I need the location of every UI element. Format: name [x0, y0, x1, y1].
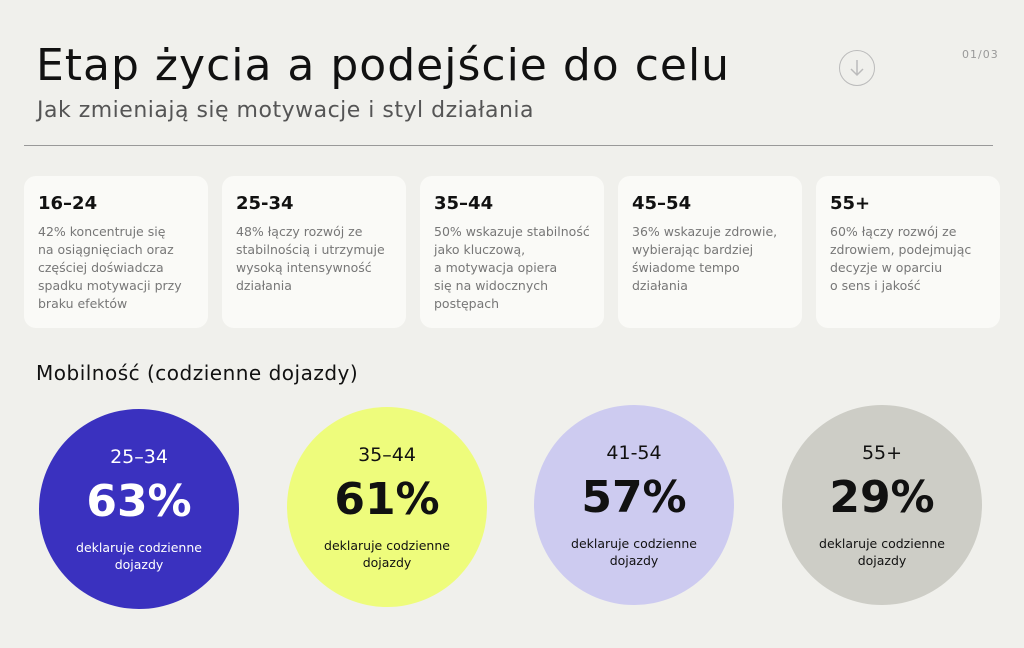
- age-card: 45–54 36% wskazuje zdrowie, wybierając ba…: [618, 176, 802, 328]
- card-age: 25-34: [236, 193, 294, 214]
- age-card: 35–44 50% wskazuje stabilność jako kluczo…: [420, 176, 604, 328]
- age-cards: 16–24 42% koncentruje się na osiągnięciac…: [24, 176, 1000, 328]
- circle-age: 55+: [861, 442, 903, 464]
- circle-desc: deklaruje codzienne dojazdy: [819, 536, 945, 568]
- page-indicator: 01/03: [962, 48, 999, 61]
- circle-desc: deklaruje codzienne dojazdy: [324, 538, 450, 570]
- circle-value: 57%: [581, 472, 687, 523]
- divider: [24, 145, 993, 146]
- circle-value: 63%: [86, 476, 192, 527]
- age-card: 16–24 42% koncentruje się na osiągnięciac…: [24, 176, 208, 328]
- page-subtitle: Jak zmieniają się motywacje i styl dział…: [37, 98, 534, 123]
- card-age: 45–54: [632, 193, 692, 214]
- circle-value: 61%: [334, 474, 440, 525]
- age-card: 55+ 60% łączy rozwój ze zdrowiem, podejmu…: [816, 176, 1000, 328]
- download-button[interactable]: [839, 50, 875, 86]
- circle-desc: deklaruje codzienne dojazdy: [571, 536, 697, 568]
- circle-value: 29%: [829, 472, 935, 523]
- mobility-title: Mobilność (codzienne dojazdy): [36, 361, 359, 385]
- card-text: 36% wskazuje zdrowie, wybierając bardzie…: [632, 224, 778, 293]
- card-age: 55+: [830, 193, 871, 214]
- card-text: 42% koncentruje się na osiągnięciach ora…: [38, 224, 182, 311]
- page-title: Etap życia a podejście do celu: [36, 40, 731, 91]
- mobility-circle: 55+ 29% deklaruje codzienne dojazdy: [782, 405, 982, 605]
- circle-age: 25–34: [110, 446, 168, 468]
- card-text: 50% wskazuje stabilność jako kluczową, a…: [434, 224, 590, 311]
- circle-age: 41-54: [606, 442, 662, 464]
- mobility-circle: 25–34 63% deklaruje codzienne dojazdy: [39, 409, 239, 609]
- circle-age: 35–44: [358, 444, 416, 466]
- mobility-circle: 35–44 61% deklaruje codzienne dojazdy: [287, 407, 487, 607]
- age-card: 25-34 48% łączy rozwój ze stabilnością i …: [222, 176, 406, 328]
- card-text: 48% łączy rozwój ze stabilnością i utrzy…: [236, 224, 385, 293]
- arrow-down-circle-icon: [850, 60, 864, 77]
- card-text: 60% łączy rozwój ze zdrowiem, podejmując…: [830, 224, 972, 293]
- card-age: 35–44: [434, 193, 494, 214]
- mobility-circle: 41-54 57% deklaruje codzienne dojazdy: [534, 405, 734, 605]
- card-age: 16–24: [38, 193, 98, 214]
- circle-desc: deklaruje codzienne dojazdy: [76, 540, 202, 572]
